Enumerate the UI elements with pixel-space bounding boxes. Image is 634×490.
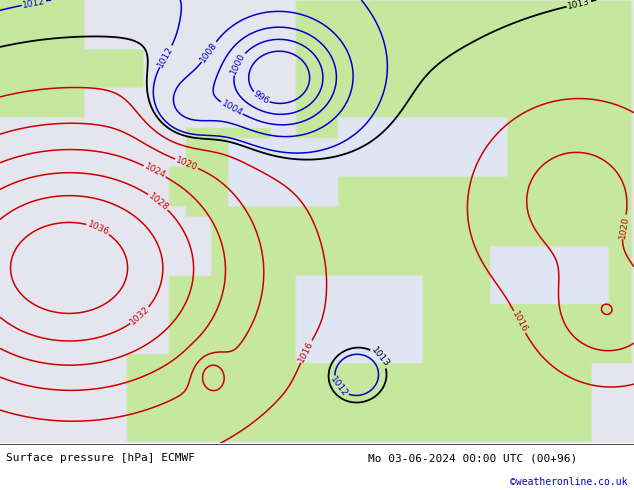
Text: 1013: 1013: [567, 0, 591, 11]
Text: 1032: 1032: [129, 305, 152, 327]
Text: 1020: 1020: [174, 155, 199, 172]
Text: 1028: 1028: [146, 191, 170, 212]
Text: 1012: 1012: [328, 375, 349, 399]
Text: 1024: 1024: [143, 162, 167, 180]
Text: 1000: 1000: [229, 51, 247, 76]
Text: 1013: 1013: [370, 346, 391, 369]
Text: 1036: 1036: [86, 220, 110, 237]
Text: ©weatheronline.co.uk: ©weatheronline.co.uk: [510, 477, 628, 487]
Text: 1012: 1012: [22, 0, 46, 10]
Text: 1012: 1012: [157, 44, 176, 69]
Text: 1008: 1008: [198, 40, 219, 64]
Text: 1020: 1020: [618, 215, 630, 239]
Text: 1004: 1004: [219, 99, 244, 118]
Text: 996: 996: [251, 90, 271, 106]
Text: Mo 03-06-2024 00:00 UTC (00+96): Mo 03-06-2024 00:00 UTC (00+96): [368, 453, 577, 464]
Text: Surface pressure [hPa] ECMWF: Surface pressure [hPa] ECMWF: [6, 453, 195, 464]
Text: 1016: 1016: [510, 310, 529, 334]
Text: 1016: 1016: [297, 339, 316, 364]
